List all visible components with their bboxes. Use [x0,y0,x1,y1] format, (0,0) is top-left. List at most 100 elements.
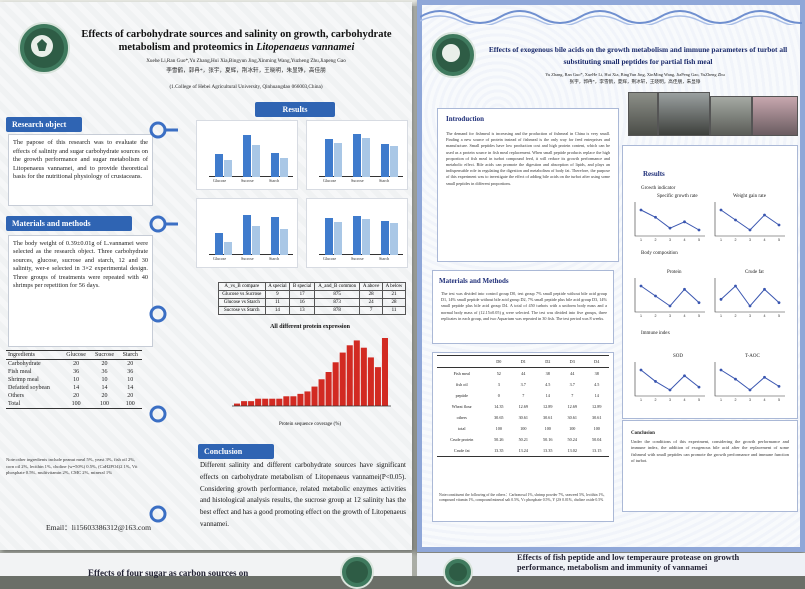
line-point [668,226,672,230]
table-cell: 20 [101,361,108,367]
materials-text: The body weight of 0.39±0.01g of L.vanna… [8,235,153,347]
bar [243,134,251,177]
histogram-bar [241,401,248,406]
x-tick-label: 3 [669,314,671,318]
bottom-left-logo [340,555,374,589]
mini-tick-label: Sucrose [351,256,364,261]
table-cell: 30.61 [518,415,528,420]
bottom-left-title: Effects of four sugar as carbon sources … [88,568,249,578]
table-row: Total 100 100 100 [6,400,142,409]
line-point [639,368,643,372]
histogram-bar [262,398,269,406]
line-point [763,213,766,217]
mini-tick-label: Glucose [213,178,227,183]
line-point [719,368,723,372]
table-cell: 20 [101,393,108,399]
bottom-right-logo [443,557,473,587]
line-point [639,284,643,288]
x-tick-label: 3 [749,398,751,402]
mini-bar-chart: Glucose Sucrose Starch [306,120,408,190]
ingredients-header: Ingredients [6,350,62,360]
line-point [719,297,723,301]
bar [215,232,223,255]
table-cell: 3 [497,382,500,387]
line-chart-axis [714,278,785,313]
bar [325,218,333,255]
histogram-bar [367,357,374,406]
line-series [720,285,780,307]
histogram-bar [269,398,276,406]
mini-plot-area [319,205,403,255]
histogram-bar [381,338,388,406]
bar [243,215,251,255]
x-tick-label: 5 [698,398,700,402]
table-cell: Wheat flour [451,404,472,409]
table-cell: 873 [314,298,361,307]
poster-title-left: Effects of carbohydrate sources and sali… [81,29,392,53]
email-left: Email：li15603386312@163.com [46,523,152,532]
line-point [683,287,686,291]
bar [381,220,389,255]
table-cell: 14 [545,393,550,398]
diet-table: D0 D1 D2 D3 D4 Fish meal 52 44 38 44 38 fish oil 3… [437,355,609,457]
table-row: Glucose vs Starch 11 16 873 24 28 [218,298,407,307]
histogram-bar [332,362,339,406]
table-header: D0 [486,355,512,368]
table-cell: 7 [522,393,525,398]
table-cell: 878 [314,306,361,315]
table-cell: 10 [127,377,134,383]
diet-table-note: Note:constituent the following of the ot… [439,493,605,503]
table-cell: 50.21 [518,437,528,442]
x-tick-label: 5 [698,238,700,242]
table-cell: 13.02 [560,445,585,457]
table-cell: 13.35 [486,445,512,457]
mini-bar-chart: Glucose Sucrose Starch [196,120,298,190]
table-cell: 11 [264,298,291,307]
mini-bar-chart: Glucose Sucrose Starch [306,198,408,268]
growth-indicator-label: Growth indicator [641,186,676,191]
table-cell: total [458,426,466,431]
x-tick-label: 1 [640,398,642,402]
x-tick-label: 1 [720,398,722,402]
table-header: D2 [535,355,560,368]
table-cell: 13 [289,306,316,315]
histogram-bar [325,372,332,406]
table-row: Fish meal 52 44 38 44 38 [437,368,609,380]
table-row: Crude protein 50.26 50.21 50.16 50.24 50.04 [437,434,609,445]
line-point [683,220,686,224]
bar [353,133,361,177]
table-cell: others [456,415,467,420]
table-cell: 50.24 [567,437,577,442]
table-cell: 100 [61,400,91,409]
table-cell: 100 [544,426,551,431]
table-cell: 4.5 [545,382,551,387]
table-cell: 100 [90,400,119,409]
photo-1 [628,92,658,136]
body-composition-label: Body composition [641,251,678,256]
histogram-bar [234,403,241,406]
histogram-xlabel: Protein sequence coverage (%) [278,422,342,427]
bar [390,145,398,177]
protein-label: Protein [667,270,682,275]
line-chart-axis [714,362,785,397]
histogram-bar [276,398,283,406]
table-cell: Glucose vs Starch [218,298,266,307]
line-point [697,301,701,305]
mini-axis [209,254,293,255]
table-header [437,355,487,368]
table-cell: 16 [289,298,316,307]
x-tick-label: 2 [735,314,737,318]
table-cell: Crude fat [437,445,487,457]
x-tick-label: 1 [720,314,722,318]
bottom-right-poster: Effects of fish peptide and low temperau… [417,553,805,587]
table-cell: 36 [73,369,80,375]
table-header: B special [289,282,316,291]
bar [362,219,370,255]
table-cell: 38 [545,371,550,376]
table-cell: 36 [101,369,108,375]
conclusion-heading-right: Conclusion [631,431,655,436]
mini-tick-label: Sucrose [351,178,364,183]
table-cell: Total [6,400,62,409]
bar [334,221,342,255]
table-row: Wheat flour 14.35 12.69 12.89 12.69 12.89 [437,401,609,412]
